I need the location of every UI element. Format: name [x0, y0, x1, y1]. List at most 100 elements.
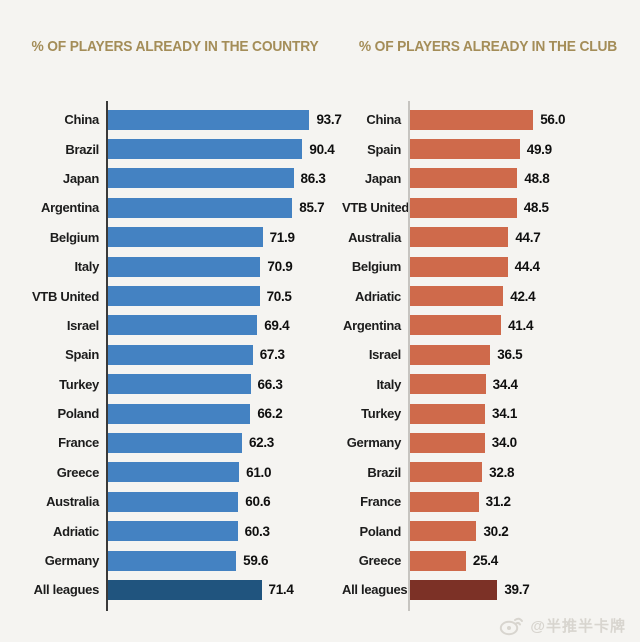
bar-label: Adriatic	[354, 288, 401, 304]
bar-label: VTB United	[342, 200, 410, 216]
bar-cell: 41.4	[408, 311, 634, 340]
bar-value: 70.9	[267, 259, 293, 275]
bar-value: 39.7	[504, 582, 530, 598]
bar-value: 59.6	[243, 553, 269, 569]
bar	[108, 286, 260, 307]
bar-cell: 48.8	[408, 164, 634, 193]
bar	[108, 168, 294, 189]
bar-value: 61.0	[246, 464, 272, 480]
chart-title-country: % OF PLAYERS ALREADY IN THE COUNTRY	[31, 38, 319, 55]
bar	[410, 286, 504, 307]
bar-row: All leagues 71.4	[10, 575, 340, 604]
y-axis-line	[106, 101, 108, 611]
bar	[108, 462, 240, 483]
bar-label: Greece	[56, 464, 100, 480]
bar-cell: 56.0	[408, 105, 634, 134]
bar	[410, 109, 534, 130]
bar-cell: 32.8	[408, 458, 634, 487]
bar-value: 44.7	[515, 229, 541, 245]
bar-cell: 44.7	[408, 223, 634, 252]
bar-cell: 90.4	[106, 134, 340, 163]
bar-value: 86.3	[300, 170, 326, 186]
bar-row: Israel 36.5	[342, 340, 634, 369]
bar-label: Israel	[368, 347, 401, 363]
bar-value: 85.7	[299, 200, 325, 216]
bar	[108, 256, 261, 277]
bar-cell: 34.0	[408, 428, 634, 457]
bar-label: Israel	[66, 317, 99, 333]
bar-value: 70.5	[266, 288, 292, 304]
bar-cell: 36.5	[408, 340, 634, 369]
bar-label: Germany	[346, 435, 402, 451]
bar-row: Italy 70.9	[10, 252, 340, 281]
bar-label: Argentina	[343, 317, 401, 333]
bar-value: 34.0	[491, 435, 517, 451]
bar-label: Italy	[74, 259, 99, 275]
watermark: @半推半卡牌	[499, 615, 626, 636]
bar-cell: 25.4	[408, 546, 634, 575]
bar-value: 71.4	[268, 582, 294, 598]
bar-cell: 59.6	[106, 546, 340, 575]
y-axis-line	[408, 101, 410, 611]
bar-cell: 67.3	[106, 340, 340, 369]
bar	[410, 139, 520, 160]
bar-row: Argentina 41.4	[342, 311, 634, 340]
bar-row: France 31.2	[342, 487, 634, 516]
bar	[410, 432, 485, 453]
bar-cell: 39.7	[408, 575, 634, 604]
bar-row: All leagues 39.7	[342, 575, 634, 604]
bar-cell: 31.2	[408, 487, 634, 516]
bar-label: All leagues	[33, 582, 100, 598]
bar-row: China 93.7	[10, 105, 342, 134]
bar	[410, 315, 502, 336]
bar-label: VTB United	[31, 288, 99, 304]
bar	[410, 256, 508, 277]
bar	[108, 403, 251, 424]
bar-row: Germany 59.6	[10, 546, 340, 575]
bar-label: Japan	[62, 170, 99, 186]
bar-label: Spain	[367, 141, 401, 157]
bar-value: 93.7	[316, 112, 342, 128]
bar-row: Australia 60.6	[10, 487, 340, 516]
bar	[108, 315, 258, 336]
bar-label: Japan	[364, 170, 401, 186]
bar-label: Turkey	[361, 406, 401, 422]
bar-label: Turkey	[59, 376, 99, 392]
bar	[410, 521, 477, 542]
bar-row: Belgium 71.9	[10, 223, 340, 252]
bar-label: Brazil	[65, 141, 99, 157]
bar-cell: 69.4	[106, 311, 340, 340]
bar	[108, 432, 242, 453]
bar-value: 36.5	[497, 347, 523, 363]
bar-cell: 30.2	[408, 516, 634, 545]
bar-row: Poland 30.2	[342, 516, 634, 545]
bar-row: Japan 48.8	[342, 164, 634, 193]
bar	[108, 227, 263, 248]
bar-row: Spain 49.9	[342, 134, 634, 163]
bar-cell: 34.4	[408, 370, 634, 399]
bar-label: France	[360, 494, 401, 510]
bar-label: Germany	[44, 553, 100, 569]
bar-label: China	[366, 112, 401, 128]
bar-label: France	[58, 435, 99, 451]
bar	[108, 109, 310, 130]
bar-cell: 48.5	[408, 193, 634, 222]
chart-club-rows: China 56.0 Spain 49.9 Japan 48.8 VTB United 48.…	[342, 101, 634, 611]
bar-cell: 60.6	[106, 487, 340, 516]
bar-row: Adriatic 60.3	[10, 516, 340, 545]
bar-cell: 85.7	[106, 193, 340, 222]
bar-row: Adriatic 42.4	[342, 281, 634, 310]
bar-value: 25.4	[472, 553, 498, 569]
bar-label: Brazil	[367, 464, 401, 480]
bar-row: France 62.3	[10, 428, 340, 457]
bar-label: Belgium	[351, 259, 401, 275]
bar-label: All leagues	[342, 582, 408, 598]
bar-value: 60.6	[245, 494, 271, 510]
bar-value: 66.3	[257, 376, 283, 392]
bar-cell: 34.1	[408, 399, 634, 428]
chart-country: % OF PLAYERS ALREADY IN THE COUNTRY Chin…	[10, 38, 342, 611]
bar-cell: 71.9	[106, 223, 340, 252]
bar-cell: 70.5	[106, 281, 340, 310]
bar-value: 90.4	[309, 141, 335, 157]
bar-value: 31.2	[485, 494, 511, 510]
